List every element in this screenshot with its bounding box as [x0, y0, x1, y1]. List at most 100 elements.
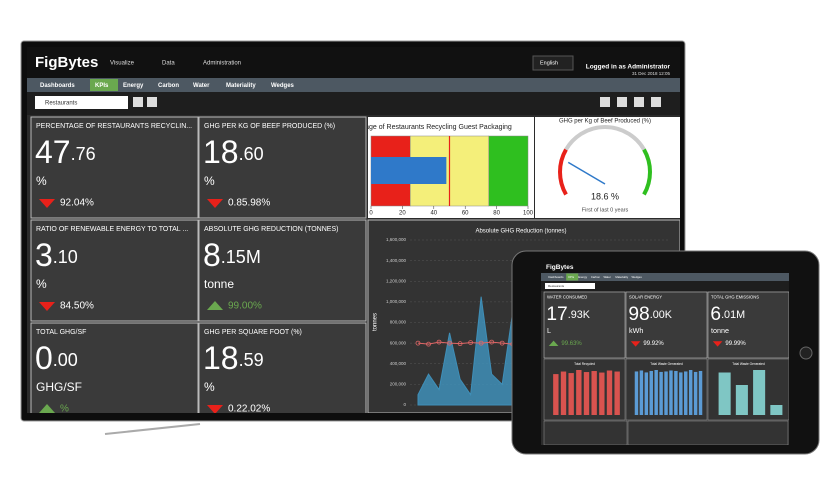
value-dec: .10	[53, 247, 78, 267]
search-box[interactable]	[35, 96, 128, 109]
tab[interactable]: Water	[193, 83, 210, 89]
gauge-panel	[535, 117, 680, 218]
marker	[426, 341, 431, 347]
user: Logged in as Administrator	[586, 64, 671, 71]
active-tab	[566, 273, 579, 281]
language-select[interactable]	[532, 55, 574, 71]
marker	[468, 340, 474, 346]
tab[interactable]: KPIs	[568, 275, 575, 279]
icon[interactable]	[133, 97, 143, 107]
y-tick-label: 1,200,000	[386, 278, 407, 283]
tile-value: 47.76	[35, 134, 96, 170]
bar	[735, 385, 748, 415]
bar	[583, 372, 590, 415]
bar	[693, 371, 698, 415]
icon[interactable]	[600, 97, 610, 107]
value-int: 17	[546, 304, 567, 325]
tab[interactable]: Materiality	[226, 83, 256, 89]
icon[interactable]	[634, 97, 644, 107]
range-band	[488, 135, 529, 207]
tile-title: GHG PER KG OF BEEF PRODUCED (%)	[204, 123, 335, 130]
tile-change: 84.50%	[60, 301, 94, 312]
bar	[553, 374, 559, 415]
tile-value: 18.59	[203, 340, 264, 376]
tile-value: 18.60	[203, 134, 264, 170]
chart-title: GHG per Kg of Beef Produced (%)	[559, 119, 651, 125]
marker	[436, 339, 442, 345]
tab[interactable]: Wedges	[632, 275, 643, 279]
menu-item[interactable]: Data	[162, 61, 175, 67]
bar	[606, 370, 613, 415]
value-dec: .01M	[721, 309, 745, 321]
value-dec: .00	[53, 350, 78, 370]
brand: FigBytes	[546, 264, 574, 271]
marker	[499, 340, 505, 346]
toolbar	[27, 92, 680, 115]
bar	[770, 405, 783, 415]
tab[interactable]: Materiality	[615, 275, 628, 279]
value-int: 47	[35, 134, 71, 170]
tab[interactable]: Energy	[123, 83, 144, 89]
trend-arrow	[207, 405, 223, 413]
icon[interactable]	[651, 97, 661, 107]
value-dec: .15M	[221, 247, 261, 267]
chart-title: Total Waste Generated	[650, 362, 683, 366]
tile-unit: %	[204, 174, 215, 188]
bar	[599, 372, 605, 415]
kpi-tile	[30, 116, 199, 219]
tab[interactable]: Carbon	[158, 83, 179, 89]
header	[541, 262, 789, 273]
trend-arrow	[207, 301, 223, 310]
language: English	[540, 60, 558, 66]
gauge-subtitle: First of last 0 years	[582, 207, 629, 213]
y-axis-label: tonnes	[373, 313, 379, 331]
value-dec: .76	[71, 144, 96, 164]
y-tick-label: 1,600,000	[386, 237, 407, 242]
value-dec: .00K	[650, 309, 673, 321]
icon[interactable]	[617, 97, 627, 107]
marker	[447, 340, 452, 346]
y-tick-label: 200,000	[390, 382, 407, 387]
bar	[568, 373, 574, 415]
value-int: 6	[710, 304, 721, 325]
tile-change: 99.99%	[725, 341, 746, 347]
menu-item[interactable]: Visualize	[110, 61, 135, 67]
value-dec: .93K	[568, 309, 591, 321]
bar	[698, 370, 703, 415]
tile-unit: L	[547, 326, 551, 335]
trend-arrow	[207, 199, 223, 208]
tab[interactable]: Dashboards	[40, 83, 75, 89]
value-int: 0	[35, 340, 53, 376]
brand: FigBytes	[35, 54, 98, 71]
icon[interactable]	[147, 97, 157, 107]
kpi-tile	[198, 322, 367, 413]
bar	[674, 370, 678, 415]
kpi-tile	[625, 291, 708, 359]
bullet-chart: Percentage of Restaurants Recycling Gues…	[368, 124, 534, 217]
active-tab	[90, 79, 118, 91]
bar	[664, 371, 668, 415]
tile-unit: %	[36, 174, 47, 188]
tile-change: %	[60, 404, 69, 415]
tile-value: 8.15M	[203, 237, 261, 273]
tab[interactable]: KPIs	[95, 83, 109, 89]
bar	[614, 371, 620, 415]
chart-title: Total Waste Generated	[732, 362, 765, 366]
tab[interactable]: Carbon	[591, 275, 601, 279]
search-box[interactable]	[545, 283, 595, 289]
tab[interactable]: Dashboards	[548, 275, 564, 279]
needle	[567, 161, 606, 185]
tile-value: 98.00K	[628, 304, 672, 325]
kpi-tile	[30, 219, 199, 322]
tab[interactable]: Energy	[578, 275, 587, 279]
menu-item[interactable]: Administration	[203, 61, 241, 67]
value-dec: .59	[239, 350, 264, 370]
y-tick-label: 0	[403, 402, 406, 407]
tab[interactable]: Wedges	[271, 83, 295, 89]
tab[interactable]: Water	[603, 275, 610, 279]
tab-bar	[27, 78, 680, 92]
y-tick-label: 1,000,000	[386, 299, 407, 304]
home-button[interactable]	[799, 346, 813, 360]
tile-unit: %	[204, 380, 215, 394]
